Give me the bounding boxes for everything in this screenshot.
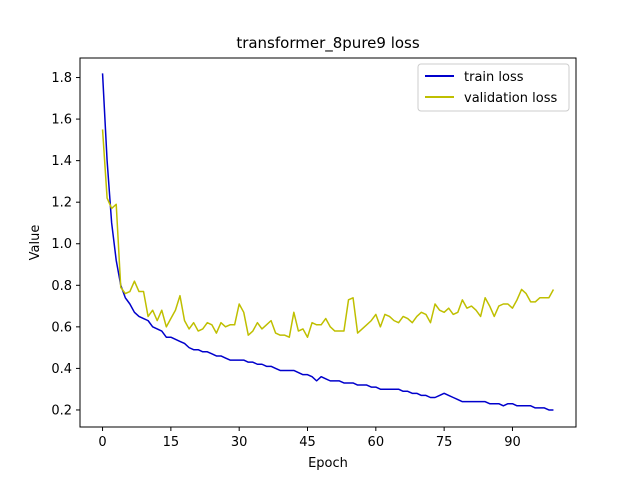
y-tick-label: 1.8 [51, 71, 72, 86]
plot-frame [79, 57, 577, 428]
y-tick-label: 1.4 [51, 154, 72, 169]
y-axis-ticks: 0.2 0.4 0.6 0.8 1.0 1.2 1.4 1.6 1.8 [51, 71, 80, 418]
series-line-validation-loss [101, 129, 555, 338]
x-axis-ticks: 0 15 30 45 60 75 90 [98, 427, 521, 450]
x-tick-label: 30 [231, 435, 248, 450]
series-layer [101, 73, 555, 411]
x-axis-title: Epoch [308, 456, 348, 471]
x-tick-label: 75 [436, 435, 453, 450]
legend-label-validation-loss: validation loss [464, 91, 557, 106]
series-line-train-loss [101, 73, 554, 411]
y-tick-label: 0.4 [51, 362, 72, 377]
x-tick-label: 15 [163, 435, 180, 450]
x-tick-label: 90 [504, 435, 521, 450]
x-tick-label: 0 [98, 435, 106, 450]
y-tick-label: 1.2 [51, 196, 72, 211]
plot-area [79, 57, 577, 428]
y-axis-title: Value [28, 225, 43, 261]
chart-title: transformer_8pure9 loss [236, 34, 420, 53]
y-tick-label: 0.6 [51, 320, 72, 335]
y-tick-label: 1.6 [51, 113, 72, 128]
y-tick-label: 1.0 [51, 237, 72, 252]
legend-label-train-loss: train loss [464, 70, 524, 85]
x-tick-label: 45 [299, 435, 316, 450]
x-tick-label: 60 [368, 435, 385, 450]
y-tick-label: 0.2 [51, 403, 72, 418]
y-tick-label: 0.8 [51, 279, 72, 294]
legend: train loss validation loss [417, 63, 570, 112]
legend-box [417, 63, 570, 112]
